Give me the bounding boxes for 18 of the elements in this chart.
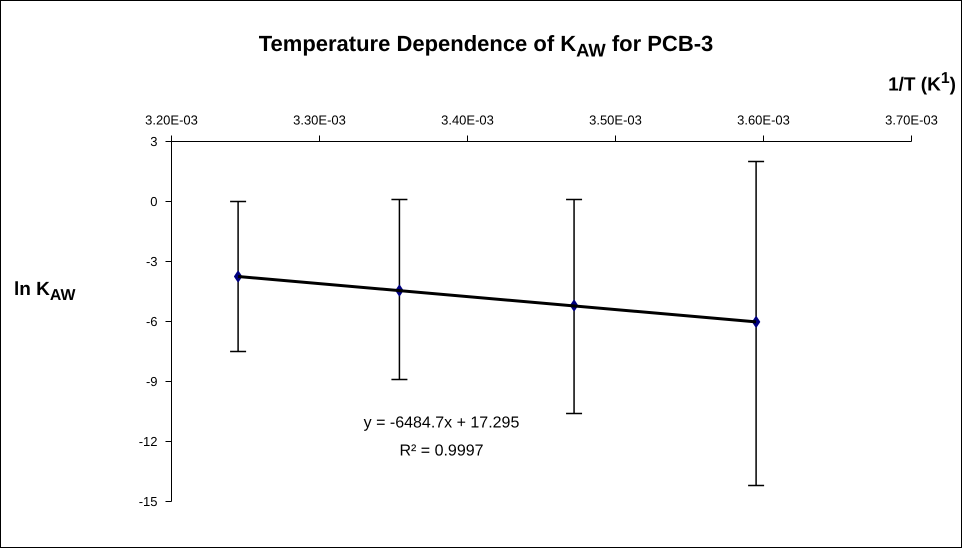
y-tick-label: -12: [138, 434, 158, 449]
y-tick-label: 3: [150, 134, 158, 149]
annotation: y = -6484.7x + 17.295: [364, 414, 520, 432]
x-tick-label: 3.70E-03: [885, 112, 938, 128]
y-axis-title: ln K$_{AW}$: [14, 278, 76, 306]
y-tick-label: -6: [146, 314, 158, 329]
annotation: R² = 0.9997: [399, 442, 484, 460]
y-tick-label: 0: [150, 194, 158, 209]
chart-title: Temperature Dependence of K$_{AW}$ for PCB-3: [258, 30, 714, 62]
x-axis-title: 1/T (K$^{1}$): [888, 69, 956, 98]
x-tick-label: 3.40E-03: [441, 112, 494, 128]
y-tick-label: -9: [146, 374, 158, 389]
y-tick-label: -3: [146, 254, 158, 269]
x-tick-label: 3.50E-03: [589, 112, 642, 128]
x-tick-label: 3.30E-03: [293, 112, 346, 128]
x-tick-label: 3.60E-03: [737, 112, 790, 128]
y-tick-label: -15: [138, 494, 158, 509]
x-tick-label: 3.20E-03: [145, 112, 198, 128]
